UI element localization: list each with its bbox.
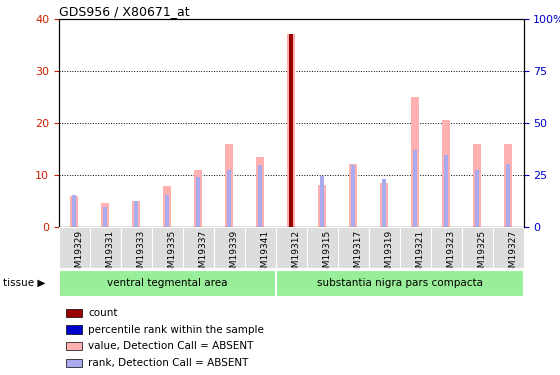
Text: GSM19337: GSM19337 — [198, 230, 207, 279]
Text: GDS956 / X80671_at: GDS956 / X80671_at — [59, 4, 189, 18]
Bar — [289, 128, 293, 227]
Bar — [101, 204, 109, 227]
Bar — [258, 165, 262, 227]
Bar — [164, 186, 171, 227]
Text: value, Detection Call = ABSENT: value, Detection Call = ABSENT — [88, 341, 254, 351]
Bar — [71, 196, 78, 227]
Text: GSM19333: GSM19333 — [136, 230, 145, 279]
Bar — [134, 201, 138, 227]
Text: percentile rank within the sample: percentile rank within the sample — [88, 325, 264, 334]
Text: GSM19331: GSM19331 — [105, 230, 114, 279]
Bar — [196, 177, 200, 227]
FancyBboxPatch shape — [121, 227, 152, 268]
Bar — [320, 176, 324, 227]
FancyBboxPatch shape — [214, 227, 245, 268]
Text: GSM19335: GSM19335 — [167, 230, 176, 279]
Text: count: count — [88, 308, 118, 318]
Bar — [256, 157, 264, 227]
FancyBboxPatch shape — [183, 227, 214, 268]
FancyBboxPatch shape — [245, 227, 276, 268]
Text: GSM19329: GSM19329 — [74, 230, 83, 279]
Bar — [66, 359, 82, 367]
FancyBboxPatch shape — [276, 227, 307, 268]
Bar — [380, 183, 388, 227]
Bar — [411, 97, 419, 227]
FancyBboxPatch shape — [431, 227, 461, 268]
Bar — [290, 34, 293, 227]
Bar — [506, 164, 510, 227]
Text: GSM19325: GSM19325 — [477, 230, 486, 279]
Text: substantia nigra pars compacta: substantia nigra pars compacta — [316, 278, 483, 288]
FancyBboxPatch shape — [59, 270, 276, 297]
FancyBboxPatch shape — [90, 227, 121, 268]
Bar — [442, 120, 450, 227]
Bar — [475, 170, 479, 227]
Bar — [287, 34, 295, 227]
FancyBboxPatch shape — [307, 227, 338, 268]
Bar — [473, 144, 481, 227]
Text: GSM19339: GSM19339 — [229, 230, 238, 279]
Bar — [225, 144, 233, 227]
Text: GSM19327: GSM19327 — [508, 230, 517, 279]
Text: GSM19317: GSM19317 — [353, 230, 362, 279]
Bar — [444, 155, 448, 227]
Bar — [349, 164, 357, 227]
FancyBboxPatch shape — [338, 227, 368, 268]
FancyBboxPatch shape — [276, 270, 524, 297]
Bar — [66, 309, 82, 317]
FancyBboxPatch shape — [493, 227, 524, 268]
Bar — [227, 170, 231, 227]
FancyBboxPatch shape — [59, 227, 90, 268]
Bar — [194, 170, 202, 227]
Bar — [72, 195, 76, 227]
Bar — [382, 179, 386, 227]
Text: GSM19312: GSM19312 — [291, 230, 300, 279]
Bar — [318, 185, 326, 227]
Bar — [504, 144, 512, 227]
Bar — [165, 195, 169, 227]
Text: GSM19341: GSM19341 — [260, 230, 269, 279]
Text: GSM19315: GSM19315 — [322, 230, 331, 279]
FancyBboxPatch shape — [152, 227, 183, 268]
Text: GSM19319: GSM19319 — [384, 230, 393, 279]
Text: rank, Detection Call = ABSENT: rank, Detection Call = ABSENT — [88, 358, 249, 368]
FancyBboxPatch shape — [400, 227, 431, 268]
Bar — [66, 342, 82, 350]
Text: GSM19321: GSM19321 — [415, 230, 424, 279]
Bar — [351, 165, 355, 227]
Bar — [132, 201, 140, 227]
FancyBboxPatch shape — [368, 227, 400, 268]
Text: ventral tegmental area: ventral tegmental area — [107, 278, 227, 288]
Bar — [66, 326, 82, 334]
Bar — [103, 207, 108, 227]
Text: tissue ▶: tissue ▶ — [3, 278, 45, 288]
Bar — [413, 150, 417, 227]
FancyBboxPatch shape — [461, 227, 493, 268]
Text: GSM19323: GSM19323 — [446, 230, 455, 279]
